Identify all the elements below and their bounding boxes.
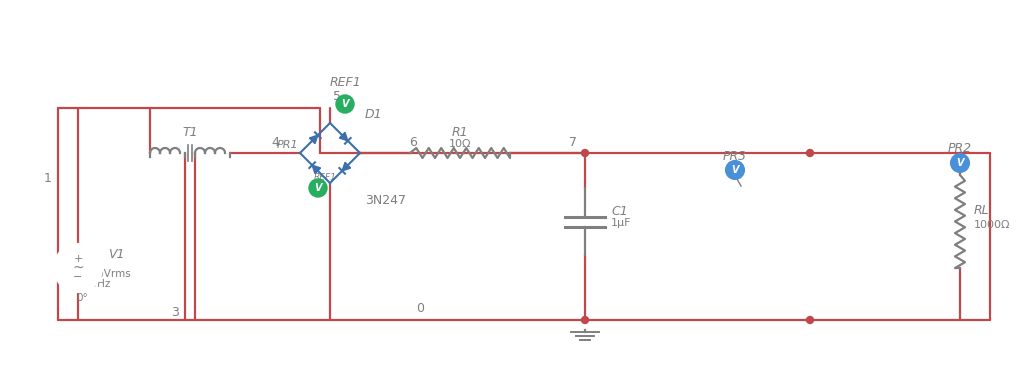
Circle shape [726, 161, 744, 179]
Text: V1: V1 [108, 248, 125, 261]
Text: REF1: REF1 [330, 76, 361, 89]
Text: PR2: PR2 [948, 142, 972, 154]
Text: ~: ~ [72, 261, 84, 275]
Text: 1000Ω: 1000Ω [974, 220, 1011, 230]
Text: 5: 5 [333, 89, 341, 103]
Text: C1: C1 [611, 205, 628, 218]
Polygon shape [342, 162, 350, 171]
Polygon shape [309, 135, 317, 144]
Text: 1: 1 [44, 172, 52, 184]
Text: REF1: REF1 [314, 174, 337, 183]
Circle shape [54, 244, 102, 292]
Text: 10Ω: 10Ω [449, 139, 471, 149]
Text: 4: 4 [271, 136, 279, 149]
Circle shape [336, 95, 354, 113]
Circle shape [951, 154, 969, 172]
Text: V: V [956, 158, 964, 168]
Text: 220Vrms: 220Vrms [84, 269, 131, 279]
Circle shape [309, 179, 327, 197]
Text: V: V [341, 99, 349, 109]
Text: 0°: 0° [76, 293, 88, 303]
Circle shape [807, 149, 813, 156]
Text: T1: T1 [182, 126, 198, 140]
Circle shape [807, 317, 813, 323]
Circle shape [582, 149, 589, 156]
Text: V: V [314, 183, 322, 193]
Text: PR1: PR1 [276, 140, 298, 150]
Text: PR3: PR3 [723, 149, 748, 163]
Circle shape [582, 317, 589, 323]
Text: 3: 3 [171, 305, 179, 319]
Text: 3N247: 3N247 [365, 195, 406, 207]
Text: 6: 6 [409, 136, 417, 149]
Polygon shape [312, 165, 321, 174]
Text: RL: RL [974, 204, 989, 216]
Text: 7: 7 [569, 136, 577, 149]
Text: 50Hz: 50Hz [84, 279, 111, 289]
Text: V: V [731, 165, 738, 175]
Text: +: + [74, 254, 83, 264]
Text: −: − [74, 272, 83, 282]
Text: 1μF: 1μF [611, 218, 632, 229]
Text: D1: D1 [365, 108, 383, 122]
Text: R1: R1 [452, 126, 468, 140]
Polygon shape [339, 132, 348, 141]
Text: 0: 0 [416, 301, 424, 314]
